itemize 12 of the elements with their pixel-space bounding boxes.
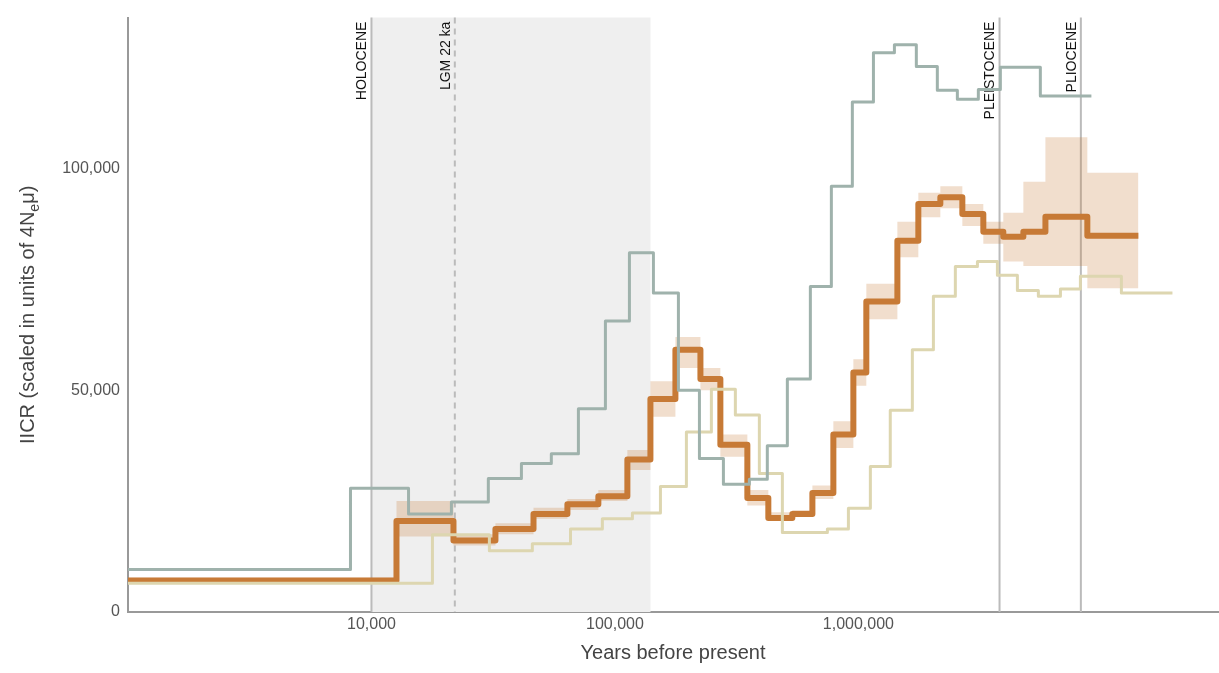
ref-line-label: PLEISTOCENE xyxy=(981,21,998,120)
ref-line-label: PLIOCENE xyxy=(1062,21,1079,93)
x-tick-label: 10,000 xyxy=(346,615,397,633)
x-tick-label: 100,000 xyxy=(586,615,644,633)
y-tick-label: 0 xyxy=(111,602,121,620)
y-tick-label: 100,000 xyxy=(62,158,121,176)
ref-line-label: LGM 22 ka xyxy=(436,21,453,91)
y-axis-title: IICR (scaled in units of 4Neμ) xyxy=(16,185,42,444)
y-tick-label: 50,000 xyxy=(71,380,121,398)
x-axis-title: Years before present xyxy=(580,640,766,663)
ref-line-label: HOLOCENE xyxy=(353,21,370,101)
x-tick-label: 1,000,000 xyxy=(822,615,895,633)
